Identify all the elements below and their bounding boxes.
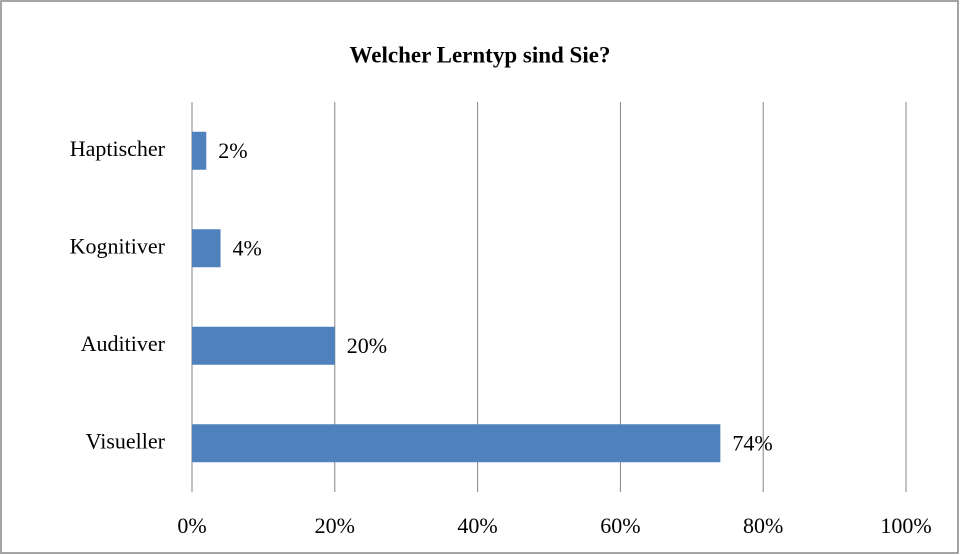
x-tick-label: 20%	[315, 513, 355, 538]
x-tick-label: 0%	[177, 513, 206, 538]
value-label: 2%	[218, 138, 247, 163]
bar	[192, 326, 335, 365]
value-label: 20%	[347, 333, 387, 358]
x-tick-label: 80%	[743, 513, 783, 538]
value-label: 74%	[732, 430, 772, 455]
y-tick-label: Visueller	[86, 428, 166, 453]
bar	[192, 131, 207, 170]
y-tick-label: Kognitiver	[70, 233, 166, 258]
x-tick-label: 100%	[880, 513, 931, 538]
x-tick-label: 60%	[600, 513, 640, 538]
value-label: 4%	[233, 235, 262, 260]
chart-title: Welcher Lerntyp sind Sie?	[350, 42, 611, 67]
y-tick-label: Haptischer	[70, 136, 166, 161]
x-tick-label: 40%	[457, 513, 497, 538]
y-tick-label: Auditiver	[81, 331, 166, 356]
bar	[192, 229, 221, 268]
bar	[192, 424, 721, 463]
